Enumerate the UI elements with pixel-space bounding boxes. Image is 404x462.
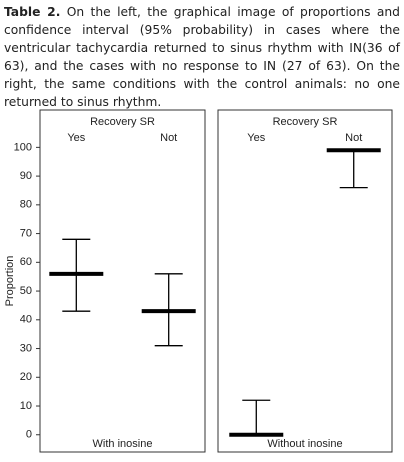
caption-text: On the left, the graphical image of prop…	[4, 5, 400, 109]
y-tick-label: 70	[20, 227, 32, 239]
panel-frame	[217, 109, 393, 453]
category-label: Yes	[67, 132, 85, 144]
x-axis-label: With inosine	[93, 438, 153, 450]
y-tick-label: 50	[20, 285, 32, 297]
y-tick-label: 0	[26, 429, 32, 441]
x-axis-label: Without inosine	[267, 438, 342, 450]
category-label: Not	[160, 132, 177, 144]
y-tick-label: 90	[20, 170, 32, 182]
panel-title: Recovery SR	[273, 116, 338, 128]
y-tick-label: 100	[14, 141, 32, 153]
caption-label: Table 2.	[4, 5, 61, 19]
category-label: Not	[345, 132, 362, 144]
category-label: Yes	[247, 132, 265, 144]
y-tick-label: 20	[20, 371, 32, 383]
y-tick-label: 60	[20, 256, 32, 268]
y-tick-label: 10	[20, 400, 32, 412]
y-tick-label: 40	[20, 314, 32, 326]
y-tick-label: 80	[20, 199, 32, 211]
caption: Table 2. On the left, the graphical imag…	[4, 3, 400, 111]
panel-frame	[39, 109, 206, 453]
y-tick-label: 30	[20, 342, 32, 354]
y-axis-label: Proportion	[4, 256, 16, 307]
panel-title: Recovery SR	[90, 116, 155, 128]
